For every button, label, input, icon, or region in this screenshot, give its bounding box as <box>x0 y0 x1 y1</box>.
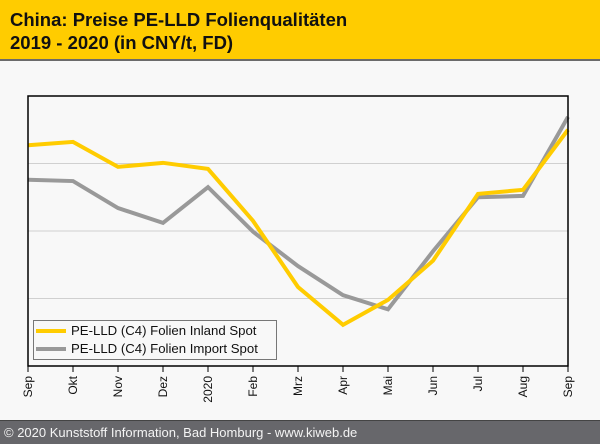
x-axis: Sep Okt Nov Dez 2020 Feb Mrz Apr Mai Jun Jul Aug Sep <box>21 366 575 403</box>
x-tick-label: Jun <box>426 376 440 395</box>
series-line-inland <box>27 128 570 328</box>
x-tick-label: 2020 <box>201 376 215 403</box>
x-tick-label: Apr <box>336 376 350 395</box>
x-tick-label: Mai <box>381 376 395 395</box>
chart-subtitle: 2019 - 2020 (in CNY/t, FD) <box>10 32 234 53</box>
x-tick-label: Sep <box>561 376 575 398</box>
x-tick-label: Sep <box>21 376 35 398</box>
header-banner: China: Preise PE-LLD Folienqualitäten 20… <box>0 0 600 61</box>
legend: PE-LLD (C4) Folien Inland Spot PE-LLD (C… <box>33 320 277 360</box>
x-tick-label: Okt <box>66 375 80 394</box>
legend-label-inland: PE-LLD (C4) Folien Inland Spot <box>71 323 257 338</box>
x-tick-label: Nov <box>111 376 125 397</box>
x-tick-label: Mrz <box>291 376 305 396</box>
series-lines <box>27 115 570 328</box>
series-line-import <box>27 115 570 312</box>
footer: © 2020 Kunststoff Information, Bad Hombu… <box>0 420 600 444</box>
x-tick-label: Feb <box>246 376 260 397</box>
gridlines <box>28 163 568 299</box>
copyright-text: © 2020 Kunststoff Information, Bad Hombu… <box>4 425 358 440</box>
x-tick-label: Aug <box>516 376 530 397</box>
legend-swatch-import <box>36 347 66 351</box>
legend-label-import: PE-LLD (C4) Folien Import Spot <box>71 341 258 356</box>
chart-title: China: Preise PE-LLD Folienqualitäten <box>10 9 348 30</box>
x-tick-label: Jul <box>471 376 485 391</box>
x-tick-label: Dez <box>156 376 170 397</box>
legend-swatch-inland <box>36 329 66 333</box>
